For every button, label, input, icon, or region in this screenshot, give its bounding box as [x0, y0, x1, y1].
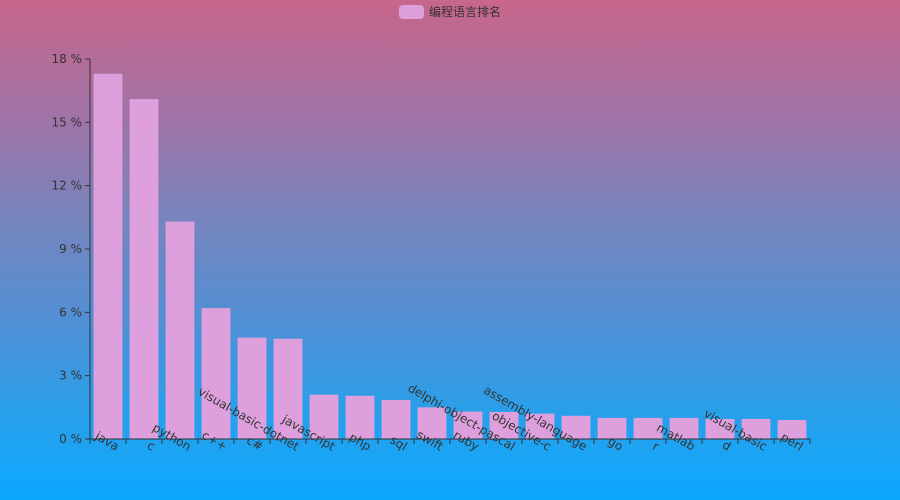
bar-ruby[interactable] — [453, 411, 483, 439]
bar-swift[interactable] — [417, 407, 447, 439]
bar-assembly-language[interactable] — [561, 415, 591, 439]
y-tick-label: 12 % — [52, 179, 83, 193]
x-tick-label: go — [606, 434, 626, 454]
bar-c[interactable] — [129, 99, 159, 439]
bar-r[interactable] — [633, 417, 663, 439]
bar-matlab[interactable] — [669, 417, 699, 439]
x-tick-label: c — [145, 438, 158, 453]
bars-group — [93, 73, 807, 440]
legend-swatch — [398, 4, 424, 19]
y-tick-label: 0 % — [59, 432, 82, 446]
x-tick-label: r — [650, 439, 661, 454]
legend-label: 编程语言排名 — [428, 5, 501, 19]
bar-python[interactable] — [165, 221, 195, 439]
y-tick-label: 15 % — [52, 115, 83, 129]
y-tick-label: 6 % — [59, 305, 82, 319]
bar-javascript[interactable] — [309, 394, 339, 439]
y-axis: 0 % 3 % 6 % 9 % 12 % 15 % 18 % — [52, 52, 91, 446]
bar-d[interactable] — [705, 418, 735, 439]
bar-go[interactable] — [597, 417, 627, 439]
bar-sql[interactable] — [381, 399, 411, 439]
bar-visual-basic-dotnet[interactable] — [273, 338, 303, 439]
bar-java[interactable] — [93, 73, 123, 440]
y-tick-label: 3 % — [59, 369, 82, 383]
bar-php[interactable] — [345, 395, 375, 439]
bar-perl[interactable] — [777, 420, 807, 439]
bar-delphi-object-pascal[interactable] — [489, 411, 519, 439]
x-tick-label: d — [720, 438, 734, 454]
bar-visual-basic[interactable] — [741, 418, 771, 439]
bar-objective-c[interactable] — [525, 413, 555, 439]
legend[interactable]: 编程语言排名 — [0, 3, 900, 20]
bar-c++[interactable] — [201, 308, 231, 439]
y-tick-label: 9 % — [59, 242, 82, 256]
y-tick-label: 18 % — [52, 52, 83, 66]
bar-c#[interactable] — [237, 337, 267, 439]
